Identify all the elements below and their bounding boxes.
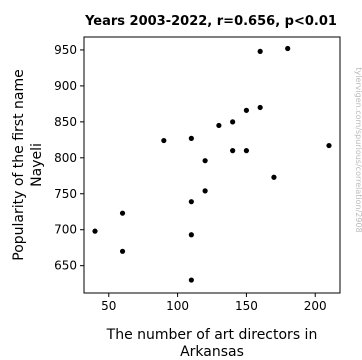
- data-point: [257, 104, 263, 111]
- data-point: [243, 148, 250, 154]
- data-points: [92, 45, 332, 283]
- data-point: [257, 48, 263, 54]
- data-point: [119, 210, 126, 216]
- data-point: [230, 148, 236, 154]
- data-point: [188, 277, 194, 283]
- x-axis: 50 100 150 200: [101, 293, 327, 313]
- y-tick-label: 650: [54, 259, 77, 273]
- data-point: [188, 199, 194, 205]
- y-tick-label: 950: [54, 43, 77, 57]
- x-tick-label: 150: [235, 299, 258, 313]
- data-point: [161, 137, 167, 144]
- x-axis-label-line-2: Arkansas: [180, 344, 244, 360]
- data-point: [188, 232, 194, 238]
- data-point: [326, 142, 332, 149]
- x-tick-label: 200: [304, 299, 327, 313]
- x-axis-label-line-1: The number of art directors in: [106, 327, 318, 343]
- y-axis-label-line-1: Popularity of the first name: [11, 69, 27, 261]
- y-axis-label-line-2: Nayeli: [29, 143, 45, 187]
- y-tick-label: 800: [54, 151, 77, 165]
- chart-title: Years 2003-2022, r=0.656, p<0.01: [84, 14, 337, 29]
- data-point: [285, 45, 291, 52]
- y-tick-label: 750: [54, 187, 77, 201]
- data-point: [230, 119, 236, 125]
- watermark: tylervigen.com/spurious/correlation/2908: [354, 67, 362, 232]
- data-point: [202, 158, 208, 164]
- data-point: [202, 188, 208, 194]
- y-axis: 650 700 750 800 850 900 950: [54, 43, 84, 273]
- data-point: [243, 107, 250, 113]
- plot-area: [83, 36, 341, 294]
- y-tick-label: 700: [54, 223, 77, 237]
- x-tick-label: 50: [101, 299, 116, 313]
- y-tick-label: 900: [54, 79, 77, 93]
- y-tick-label: 850: [54, 115, 77, 129]
- data-point: [92, 228, 98, 234]
- data-point: [216, 122, 222, 129]
- x-tick-label: 100: [166, 299, 189, 313]
- data-point: [119, 248, 126, 254]
- data-point: [188, 135, 194, 141]
- data-point: [271, 174, 277, 180]
